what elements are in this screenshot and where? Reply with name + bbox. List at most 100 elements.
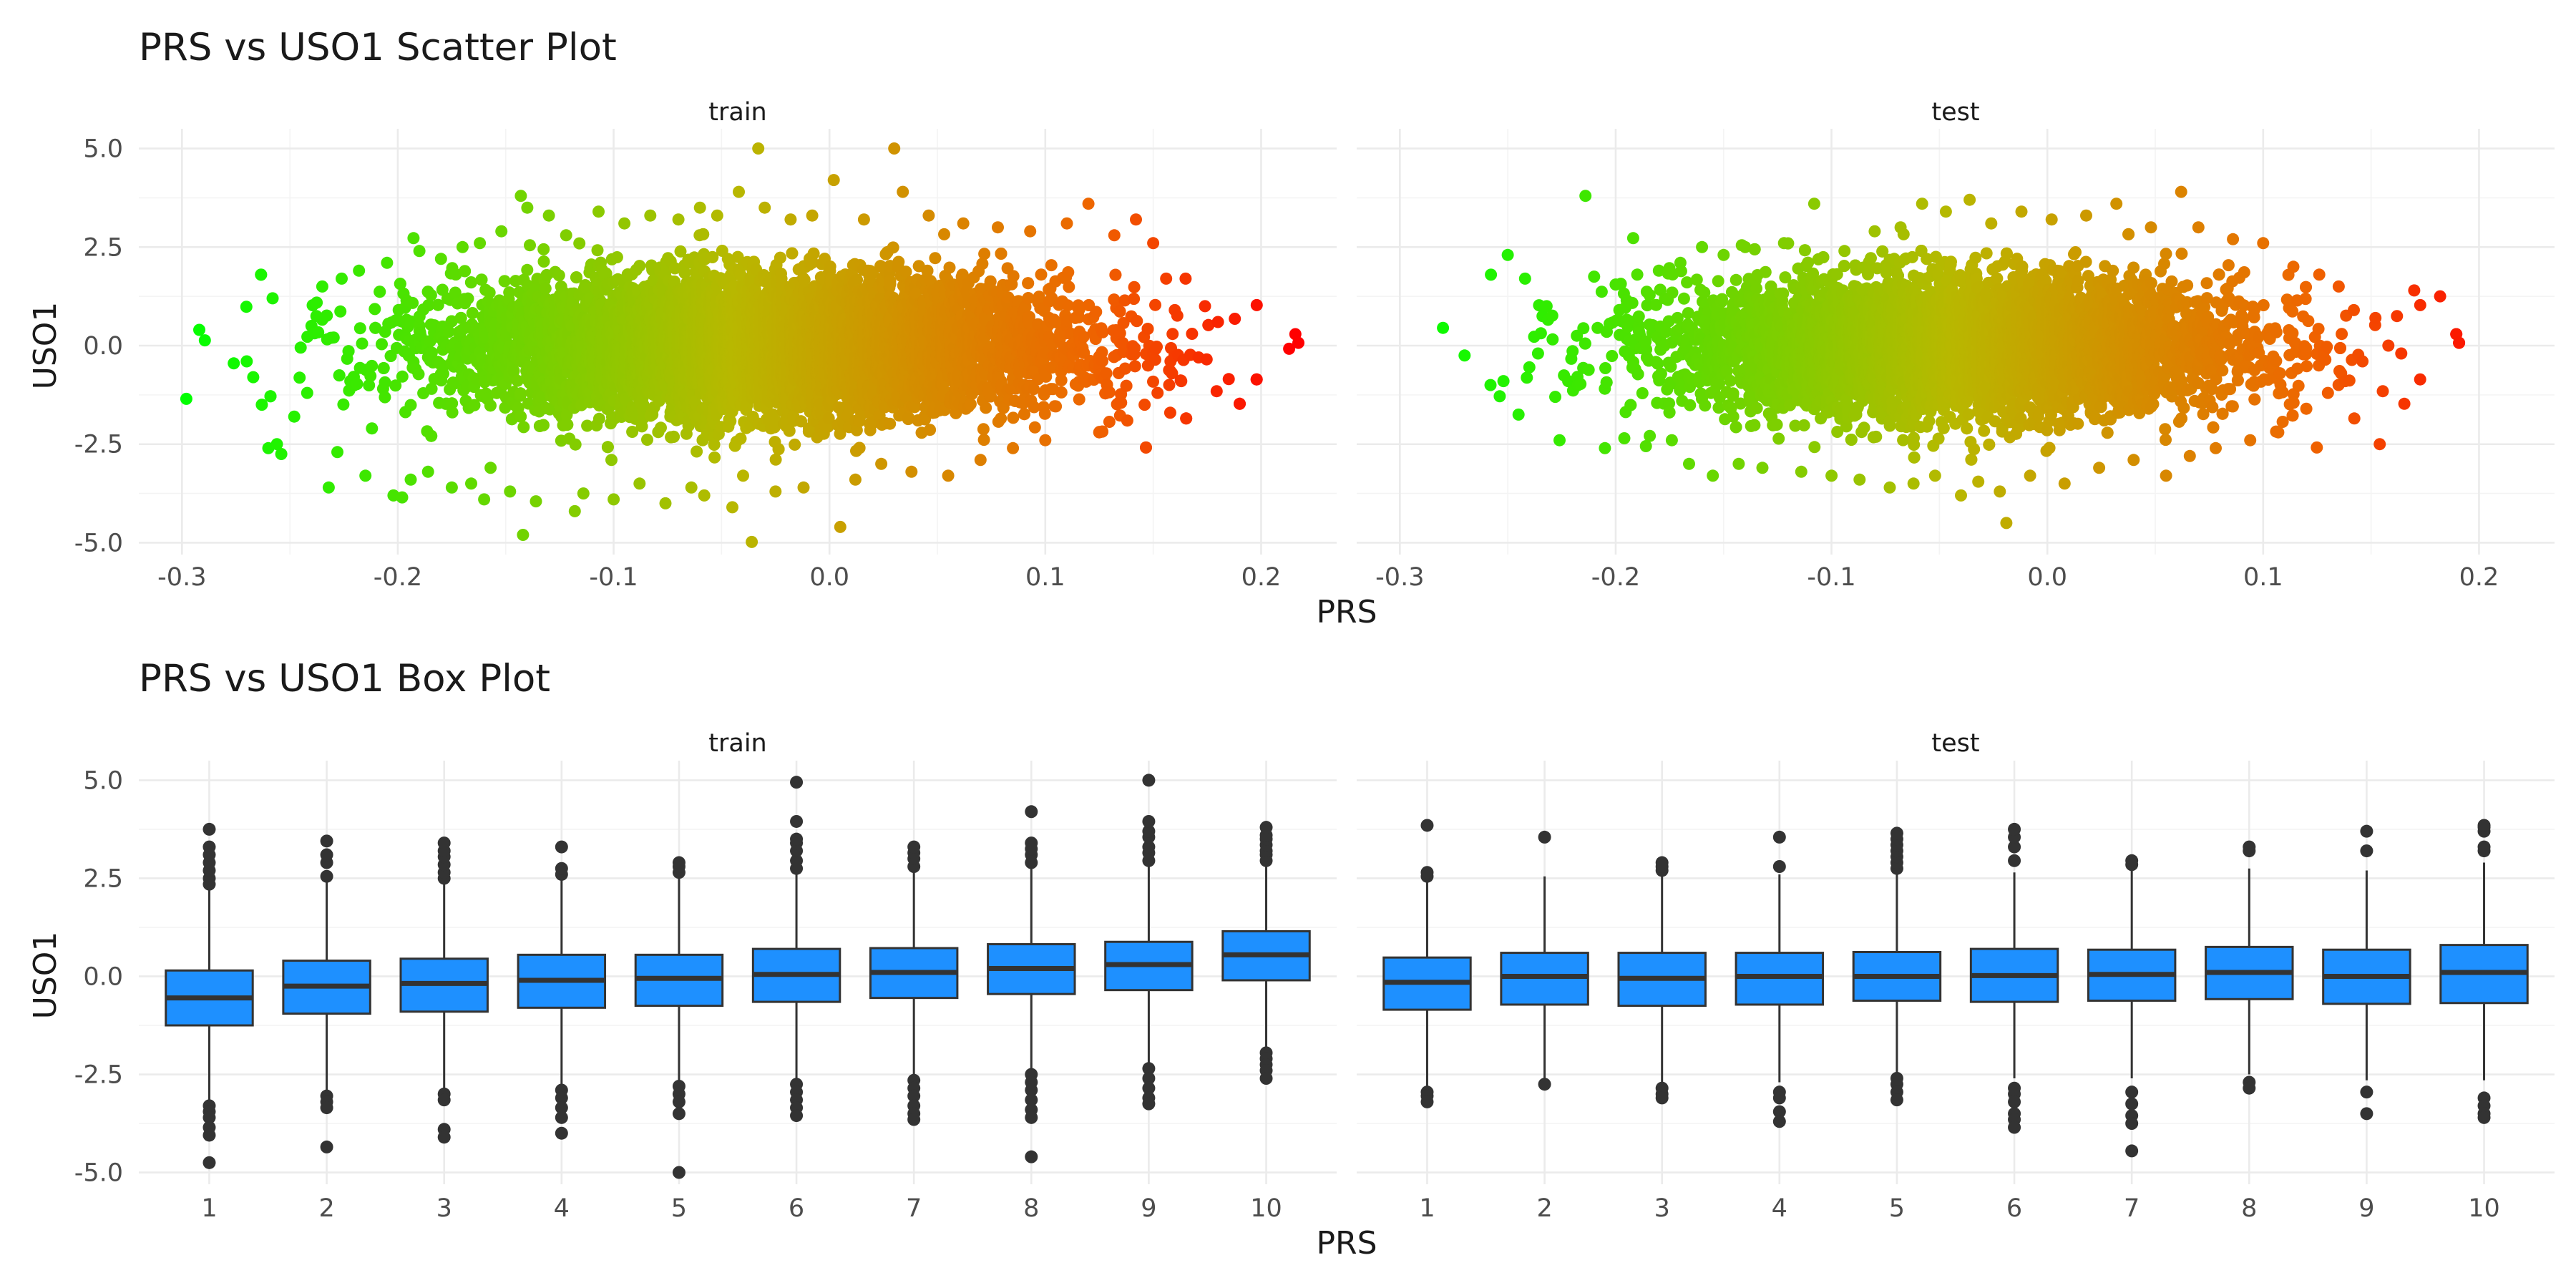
scatter-point <box>293 371 306 384</box>
scatter-point <box>394 278 406 291</box>
scatter-point <box>592 412 605 425</box>
scatter-x-tick-label: -0.3 <box>157 563 206 592</box>
scatter-point <box>412 368 425 381</box>
scatter-point <box>685 481 698 494</box>
scatter-point <box>255 399 268 411</box>
scatter-point <box>561 419 574 431</box>
scatter-x-tick-label: -0.2 <box>374 563 422 592</box>
scatter-point <box>445 481 458 494</box>
scatter-point <box>422 299 435 312</box>
scatter-point <box>737 469 749 482</box>
scatter-point <box>468 399 481 411</box>
scatter-point <box>483 286 496 299</box>
scatter-point <box>610 251 623 263</box>
scatter-point <box>772 443 785 456</box>
scatter-facet-label-test: test <box>1931 98 1979 127</box>
scatter-point <box>336 272 348 285</box>
scatter-point <box>573 237 586 250</box>
scatter-point <box>359 469 372 482</box>
scatter-point <box>734 432 747 445</box>
scatter-point <box>539 282 552 295</box>
scatter-point <box>446 397 459 410</box>
scatter-point <box>769 453 782 466</box>
scatter-point <box>442 326 455 338</box>
scatter-point <box>633 260 646 273</box>
scatter-point <box>413 245 426 258</box>
scatter-point <box>449 286 462 299</box>
scatter-point <box>228 357 240 370</box>
scatter-point <box>592 205 605 218</box>
scatter-point <box>733 185 745 198</box>
scatter-point <box>752 142 765 155</box>
scatter-y-tick-label: 5.0 <box>83 135 123 164</box>
scatter-point <box>693 201 706 214</box>
scatter-point <box>517 421 530 434</box>
scatter-point <box>514 410 527 423</box>
scatter-point <box>542 209 555 222</box>
scatter-point <box>618 217 631 230</box>
scatter-point <box>577 487 590 500</box>
scatter-point <box>376 338 388 351</box>
scatter-point <box>456 240 469 253</box>
scatter-point <box>495 225 508 238</box>
scatter-title: PRS vs USO1 Scatter Plot <box>139 26 617 69</box>
scatter-facet-train: -0.3 -0.2 -0.1 0.0 0.1 0.25.02.50.0-2.5-5.0 <box>74 129 1337 592</box>
scatter-y-tick-label: 0.0 <box>83 332 123 361</box>
scatter-point <box>464 276 477 289</box>
scatter-point <box>708 451 721 464</box>
scatter-point <box>434 253 447 265</box>
scatter-point <box>404 399 417 411</box>
scatter-point <box>569 438 582 451</box>
scatter-point <box>389 379 402 392</box>
scatter-point <box>517 529 530 541</box>
scatter-x-tick-label: 0.1 <box>1025 563 1065 592</box>
scatter-y-tick-label: -5.0 <box>74 529 123 557</box>
scatter-point <box>711 209 723 222</box>
scatter-point <box>462 292 474 305</box>
scatter-point <box>294 341 307 354</box>
scatter-point <box>379 376 391 389</box>
scatter-point <box>337 398 350 411</box>
scatter-point <box>769 485 782 498</box>
scatter-point <box>568 504 581 517</box>
scatter-point <box>537 419 550 431</box>
scatter-point <box>537 243 550 255</box>
scatter-facet-label-train: train <box>708 98 766 127</box>
scatter-point <box>377 362 390 374</box>
scatter-point <box>641 434 653 446</box>
scatter-point <box>601 441 614 454</box>
scatter-point <box>379 391 391 404</box>
scatter-point <box>264 390 277 403</box>
scatter-panel: PRS vs USO1 Scatter Plot train test -0.3… <box>27 26 2555 630</box>
scatter-point <box>511 374 524 387</box>
scatter-point <box>521 201 534 214</box>
scatter-point <box>333 369 346 382</box>
scatter-point <box>691 445 703 458</box>
scatter-point <box>270 438 283 451</box>
scatter-point <box>454 311 467 324</box>
scatter-point <box>668 430 680 443</box>
scatter-point <box>633 477 646 490</box>
scatter-y-tick-label: -2.5 <box>74 431 123 459</box>
scatter-point <box>446 406 459 419</box>
scatter-point <box>605 454 618 467</box>
scatter-point <box>507 364 520 377</box>
scatter-point <box>537 255 550 268</box>
scatter-point <box>342 345 355 358</box>
scatter-point <box>322 481 335 494</box>
scatter-point <box>266 292 279 305</box>
scatter-point <box>198 334 211 347</box>
scatter-point <box>498 275 511 288</box>
scatter-point <box>255 268 268 281</box>
scatter-point <box>180 392 192 405</box>
scatter-point <box>503 286 516 299</box>
scatter-point <box>524 239 536 252</box>
scatter-point <box>708 439 721 451</box>
scatter-point <box>363 379 376 391</box>
scatter-point <box>312 326 325 338</box>
scatter-point <box>425 382 438 395</box>
scatter-point <box>672 213 685 226</box>
scatter-point <box>530 495 542 508</box>
scatter-point <box>474 237 487 250</box>
